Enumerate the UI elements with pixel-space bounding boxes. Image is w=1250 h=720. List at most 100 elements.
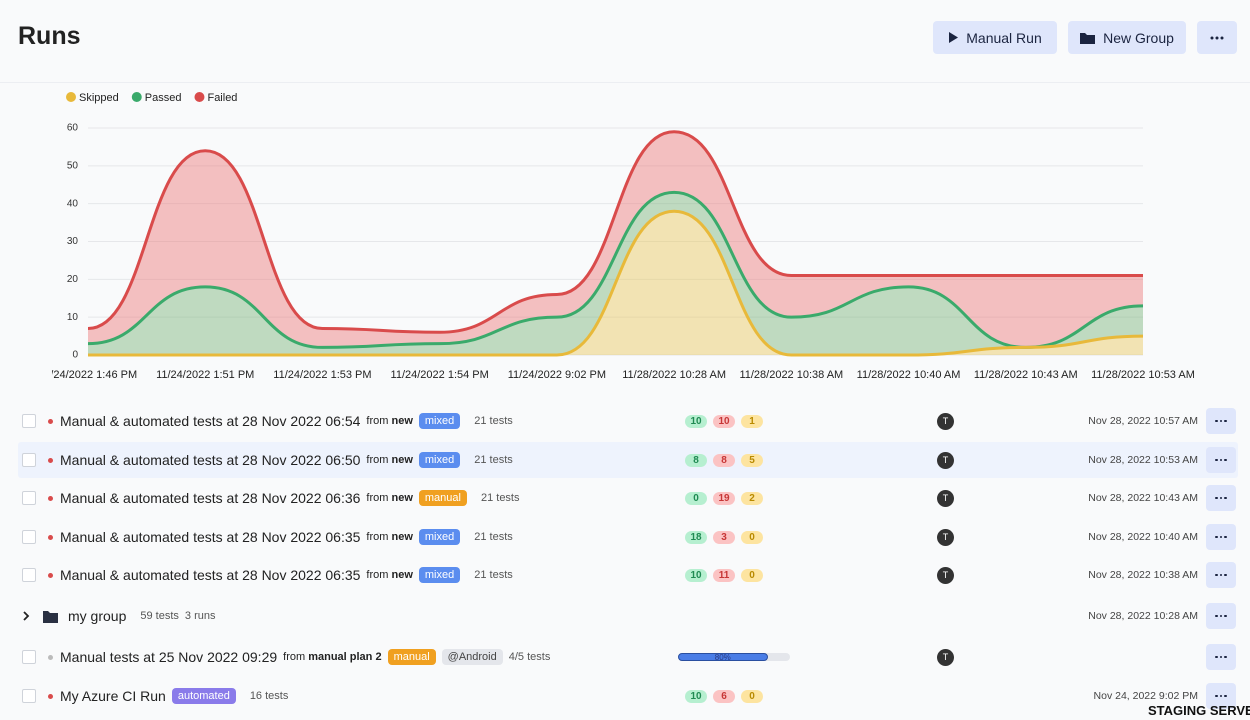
y-tick-label: 60 (67, 123, 79, 134)
source-name: manual plan 2 (308, 651, 382, 663)
run-title: Manual & automated tests at 28 Nov 2022 … (60, 529, 361, 545)
test-count: 21 tests (474, 569, 513, 581)
area-fill (88, 192, 1143, 355)
status-dot (48, 457, 53, 463)
status-counts: 10 11 0 (685, 568, 763, 582)
skipped-count: 1 (741, 414, 763, 428)
menu-dot (1224, 535, 1227, 539)
x-tick-label: 11/28/2022 10:43 AM (974, 369, 1078, 381)
row-menu-button[interactable] (1206, 644, 1236, 670)
run-tag: mixed (418, 529, 461, 545)
run-title: My Azure CI Run (60, 688, 166, 704)
source-name: new (391, 569, 413, 581)
checkbox[interactable] (22, 453, 36, 467)
menu-dot (1215, 655, 1218, 659)
skipped-count: 0 (741, 568, 763, 582)
run-row[interactable]: my group 59 tests 3 runs Nov 28, 2022 10:28… (18, 598, 1238, 634)
failed-count: 8 (713, 453, 735, 467)
run-info: Manual & automated tests at 28 Nov 2022 … (60, 413, 513, 429)
menu-dot (1224, 573, 1227, 577)
status-counts: 18 3 0 (685, 530, 763, 544)
y-tick-label: 10 (67, 312, 79, 323)
checkbox[interactable] (22, 414, 36, 428)
run-source: from new (366, 415, 412, 427)
menu-dot (1224, 419, 1227, 423)
x-tick-label: 11/28/2022 10:28 AM (622, 369, 726, 381)
run-row[interactable]: Manual & automated tests at 28 Nov 2022 … (18, 442, 1238, 478)
status-dot (48, 418, 53, 424)
row-menu-button[interactable] (1206, 408, 1236, 434)
failed-count: 10 (713, 414, 735, 428)
checkbox[interactable] (22, 650, 36, 664)
more-button[interactable] (1197, 21, 1237, 54)
menu-dot (1224, 694, 1227, 698)
area-fill (88, 131, 1143, 348)
test-count: 21 tests (474, 415, 513, 427)
checkbox[interactable] (22, 530, 36, 544)
skipped-count: 2 (741, 491, 763, 505)
run-row[interactable]: Manual & automated tests at 28 Nov 2022 … (18, 519, 1238, 555)
from-label: from (366, 569, 389, 581)
failed-count: 19 (713, 491, 735, 505)
menu-dot (1219, 614, 1223, 618)
group-runs: 3 runs (184, 610, 216, 622)
run-tag: manual (418, 490, 467, 506)
run-row[interactable]: Manual & automated tests at 28 Nov 2022 … (18, 403, 1238, 439)
run-tag: automated (171, 688, 236, 704)
header: Runs Manual Run New Group (0, 0, 1250, 83)
y-tick-label: 50 (67, 160, 79, 171)
series-line (87, 190, 1144, 349)
test-count: 21 tests (480, 492, 520, 504)
run-tag: mixed (418, 413, 461, 429)
menu-dot (1215, 535, 1218, 539)
run-info: My Azure CI Run automated 16 tests (60, 688, 288, 704)
menu-dot (1215, 458, 1218, 462)
row-menu-button[interactable] (1206, 485, 1236, 511)
user-avatar: T (937, 528, 954, 546)
run-row[interactable]: My Azure CI Run automated 16 tests 10 6 0 Nov … (18, 678, 1238, 714)
passed-count: 10 (685, 414, 707, 428)
manual-run-button[interactable]: Manual Run (933, 21, 1057, 54)
menu-dot (1219, 655, 1223, 659)
x-tick-label: 11/24/2022 1:54 PM (391, 369, 489, 381)
x-tick-label: 11/24/2022 1:46 PM (39, 369, 137, 381)
x-tick-label: 11/28/2022 10:40 AM (857, 369, 961, 381)
status-dot (48, 534, 53, 540)
run-date: Nov 28, 2022 10:43 AM (1088, 492, 1198, 504)
status-dot (48, 572, 53, 578)
passed-count: 10 (685, 689, 707, 703)
legend-marker (66, 92, 76, 102)
menu-dot (1224, 458, 1227, 462)
run-row[interactable]: Manual & automated tests at 28 Nov 2022 … (18, 557, 1238, 593)
chart: 11/24/2022 1:46 PM 11/24/2022 1:51 PM 11/2… (39, 92, 1195, 381)
checkbox[interactable] (22, 491, 36, 505)
run-tag: mixed (418, 567, 461, 583)
run-row[interactable]: Manual tests at 25 Nov 2022 09:29 from ma… (18, 639, 1238, 675)
run-source: from new (366, 569, 412, 581)
row-menu-button[interactable] (1206, 447, 1236, 473)
legend-label: Passed (145, 92, 182, 104)
row-menu-button[interactable] (1206, 562, 1236, 588)
group-icons[interactable] (22, 609, 62, 623)
checkbox[interactable] (22, 689, 36, 703)
from-label: from (366, 415, 389, 427)
y-tick-label: 40 (67, 198, 79, 209)
new-group-button[interactable]: New Group (1068, 21, 1186, 54)
row-menu-button[interactable] (1206, 524, 1236, 550)
run-info: Manual & automated tests at 28 Nov 2022 … (60, 452, 513, 468)
checkbox[interactable] (22, 568, 36, 582)
legend-label: Skipped (79, 92, 119, 104)
passed-count: 18 (685, 530, 707, 544)
group-title: my group (68, 608, 127, 624)
group-tests: 59 tests (140, 610, 179, 622)
row-menu-button[interactable] (1206, 683, 1236, 709)
run-row[interactable]: Manual & automated tests at 28 Nov 2022 … (18, 480, 1238, 516)
row-menu-button[interactable] (1206, 603, 1236, 629)
run-title: Manual & automated tests at 28 Nov 2022 … (60, 452, 361, 468)
run-date: Nov 24, 2022 9:02 PM (1093, 690, 1198, 702)
button-label: New Group (1103, 29, 1174, 46)
run-info: Manual tests at 25 Nov 2022 09:29 from ma… (60, 649, 550, 665)
series-line (87, 130, 1143, 334)
